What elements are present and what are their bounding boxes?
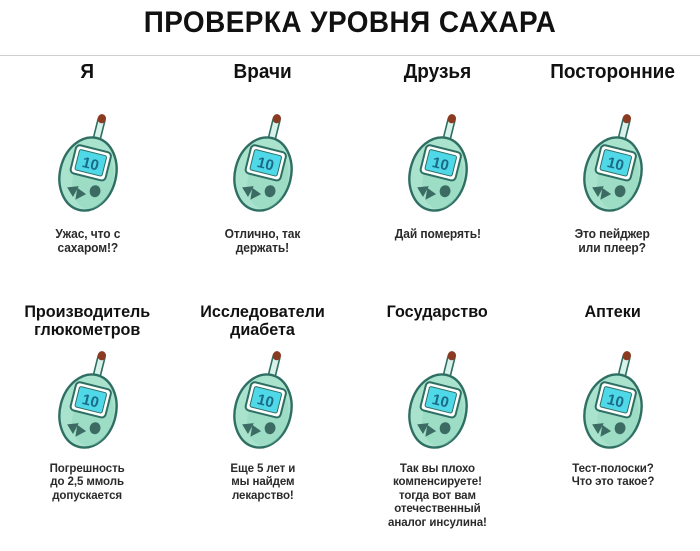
meme-cell-druzya: Друзья 10 Дай померять!	[350, 60, 525, 255]
triangle-button-icon	[416, 423, 429, 435]
lcd-screen	[74, 386, 107, 414]
triangle-button-icon-2	[599, 187, 611, 200]
cell-header-apteki: Аптеки	[584, 302, 641, 321]
blood-drop-icon	[97, 351, 106, 361]
meme-cell-proizvoditel: Производитель глюкометров 10 Погрешность…	[0, 303, 175, 529]
glucometer-icon: 10	[232, 351, 293, 449]
blood-drop-icon	[622, 351, 631, 361]
glucometer-ya: 10	[33, 112, 143, 220]
triangle-button-icon	[241, 186, 254, 198]
cell-header-issledovateli: Исследователи диабета	[200, 302, 325, 339]
cell-caption-proizvoditel: Погрешность до 2,5 ммоль допускается	[49, 461, 126, 502]
glucometer-postoronnie: 10	[558, 112, 668, 220]
meme-cell-vrachi: Врачи 10 Отлично, так держать!	[175, 60, 350, 256]
cell-header-ya: Я	[80, 61, 95, 83]
meme-row-1: Я 10 Ужас, что с сахаром!? Врачи	[0, 60, 700, 256]
cell-caption-vrachi: Отлично, так держать!	[224, 227, 301, 255]
triangle-button-icon-2	[424, 187, 436, 200]
blood-drop-icon	[622, 114, 631, 124]
lcd-value: 10	[80, 391, 100, 412]
page-title: ПРОВЕРКА УРОВНЯ САХАРА	[143, 6, 557, 39]
round-button-icon	[614, 422, 625, 435]
round-button-icon	[89, 422, 100, 435]
triangle-button-icon	[591, 423, 604, 435]
blood-drop-icon	[97, 114, 106, 124]
lcd-value: 10	[430, 391, 450, 412]
triangle-button-icon-2	[599, 424, 611, 437]
triangle-button-icon	[66, 186, 79, 198]
cell-caption-apteki: Тест-полоски? Что это такое?	[571, 461, 654, 489]
lcd-screen	[424, 386, 457, 414]
cell-header-gosudarstvo: Государство	[386, 302, 489, 321]
lcd-value: 10	[255, 391, 275, 412]
round-button-icon	[264, 422, 275, 435]
lcd-screen	[74, 149, 107, 177]
cell-header-vrachi: Врачи	[233, 61, 292, 83]
glucometer-apteki: 10	[558, 349, 668, 457]
header-divider	[0, 55, 700, 56]
triangle-button-icon	[241, 423, 254, 435]
glucometer-druzya: 10	[383, 112, 493, 220]
cell-header-proizvoditel: Производитель глюкометров	[24, 302, 151, 339]
glucometer-icon: 10	[582, 351, 643, 449]
glucometer-icon: 10	[407, 114, 468, 212]
cell-header-postoronnie: Посторонние	[550, 61, 675, 83]
meme-cell-issledovateli: Исследователи диабета 10 Еще 5 лет и мы …	[175, 303, 350, 529]
triangle-button-icon	[591, 186, 604, 198]
triangle-button-icon-2	[424, 424, 436, 437]
cell-caption-druzya: Дай померять!	[394, 227, 481, 241]
triangle-button-icon-2	[74, 424, 86, 437]
cell-header-druzya: Друзья	[403, 61, 472, 83]
triangle-button-icon	[416, 186, 429, 198]
round-button-icon	[264, 185, 275, 198]
meme-cell-ya: Я 10 Ужас, что с сахаром!?	[0, 60, 175, 256]
blood-drop-icon	[272, 114, 281, 124]
glucometer-gosudarstvo: 10	[383, 349, 493, 457]
triangle-button-icon	[66, 423, 79, 435]
lcd-screen	[599, 149, 632, 177]
cell-caption-issledovateli: Еще 5 лет и мы найдем лекарство!	[230, 461, 295, 502]
meme-cell-postoronnie: Посторонние 10 Это пейджер или плеер?	[525, 60, 700, 256]
lcd-screen	[424, 149, 457, 177]
lcd-value: 10	[430, 154, 450, 175]
blood-drop-icon	[447, 114, 456, 124]
lcd-screen	[599, 386, 632, 414]
meme-cell-apteki: Аптеки 10 Тест-полоски? Что это такое?	[525, 303, 700, 529]
cell-caption-gosudarstvo: Так вы плохо компенсируете! тогда вот ва…	[388, 461, 487, 529]
round-button-icon	[439, 185, 450, 198]
round-button-icon	[89, 185, 100, 198]
glucometer-icon: 10	[407, 351, 468, 449]
glucometer-icon: 10	[57, 114, 118, 212]
lcd-screen	[249, 149, 282, 177]
lcd-value: 10	[605, 391, 625, 412]
glucometer-vrachi: 10	[208, 112, 318, 220]
cell-caption-ya: Ужас, что с сахаром!?	[55, 227, 120, 255]
round-button-icon	[614, 185, 625, 198]
lcd-value: 10	[255, 154, 275, 175]
cell-caption-postoronnie: Это пейджер или плеер?	[574, 227, 651, 255]
lcd-screen	[249, 386, 282, 414]
meme-row-2: Производитель глюкометров 10 Погрешность…	[0, 303, 700, 529]
round-button-icon	[439, 422, 450, 435]
blood-drop-icon	[447, 351, 456, 361]
glucometer-issledovateli: 10	[208, 349, 318, 457]
meme-cell-gosudarstvo: Государство 10 Так вы плохо компенсирует…	[350, 303, 525, 529]
glucometer-proizvoditel: 10	[33, 349, 143, 457]
glucometer-icon: 10	[57, 351, 118, 449]
glucometer-icon: 10	[232, 114, 293, 212]
blood-drop-icon	[272, 351, 281, 361]
triangle-button-icon-2	[74, 187, 86, 200]
triangle-button-icon-2	[249, 187, 261, 200]
lcd-value: 10	[605, 154, 625, 175]
glucometer-icon: 10	[582, 114, 643, 212]
triangle-button-icon-2	[249, 424, 261, 437]
lcd-value: 10	[80, 154, 100, 175]
